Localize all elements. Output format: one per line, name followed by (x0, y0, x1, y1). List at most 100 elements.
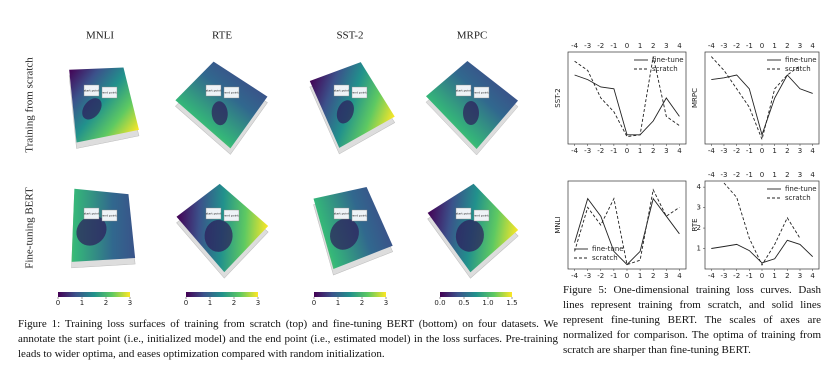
x-tick-label: -1 (610, 272, 617, 280)
x-tick-label: 0 (760, 147, 764, 155)
annotation-box (205, 207, 222, 220)
legend-label: fine-tune (592, 245, 624, 253)
surface-basin (76, 215, 107, 246)
colorbar-tick-label: 1 (80, 299, 84, 307)
x-tick-label-top: -1 (746, 171, 753, 179)
x-tick-label-top: 3 (798, 42, 802, 50)
colorbar-tick-label: 0 (312, 299, 316, 307)
x-tick-label-top: 1 (772, 42, 776, 50)
legend-label: scratch (592, 254, 618, 262)
colorbar-tick-label: 1.0 (482, 299, 493, 307)
colorbar-tick-label: 0.5 (458, 299, 469, 307)
x-tick-label-top: 1 (638, 42, 642, 50)
x-tick-label: -4 (708, 272, 716, 280)
legend-label: fine-tune (652, 56, 684, 64)
colorbar (58, 292, 130, 297)
surface-basin (82, 98, 102, 120)
figure-1: MNLI RTE SST-2 MRPC Training from scratch Fin… (24, 30, 519, 307)
x-tick-label-top: 3 (798, 171, 802, 179)
y-axis-label: SST-2 (554, 88, 562, 108)
fine-tune-line (574, 197, 680, 266)
annotation-box (333, 207, 350, 220)
x-tick-label-top: -1 (610, 42, 617, 50)
annotation-box (101, 209, 118, 222)
x-tick-label: -2 (733, 147, 740, 155)
annotation-box (351, 86, 368, 99)
x-tick-label-top: -1 (746, 42, 753, 50)
surface-basin (211, 101, 228, 126)
annotation-box (351, 209, 368, 222)
surface-basin (204, 219, 233, 252)
loss-surface: start point end point (309, 62, 396, 155)
legend-label: fine-tune (785, 56, 817, 64)
annotation-box (223, 209, 240, 222)
x-tick-label: -3 (721, 272, 728, 280)
fine-tune-line (711, 74, 813, 137)
loss-surface: start point end point (427, 183, 519, 279)
x-tick-label: -1 (746, 272, 753, 280)
annotation-box (101, 86, 118, 99)
annotation-box (223, 86, 240, 99)
annotation: start point (456, 89, 472, 93)
surface-basin (336, 100, 354, 124)
x-tick-label-top: 0 (625, 42, 629, 50)
x-tick-label-top: -2 (733, 42, 740, 50)
x-tick-label: 1 (772, 147, 776, 155)
x-tick-label-top: -3 (584, 42, 591, 50)
x-tick-label: -4 (571, 147, 579, 155)
x-tick-label: 3 (798, 272, 802, 280)
colorbar-tick-label: 1 (336, 299, 340, 307)
colorbar-tick-label: 2 (360, 299, 364, 307)
x-tick-label-top: -4 (571, 42, 579, 50)
loss-surface: start point end point (175, 61, 268, 155)
colorbar-tick-label: 1 (208, 299, 212, 307)
scratch-line (723, 182, 801, 266)
annotation-box (83, 84, 100, 97)
annotation: start point (84, 89, 100, 93)
y-axis-label: MNLI (554, 216, 562, 233)
x-tick-label: 0 (625, 147, 629, 155)
x-tick-label-top: 3 (664, 42, 668, 50)
annotation: start point (334, 89, 350, 93)
annotation: end point (474, 91, 489, 95)
loss-surface: start point end point (176, 183, 269, 279)
annotation: start point (206, 89, 222, 93)
annotation: end point (474, 214, 489, 218)
x-tick-label: 2 (651, 272, 655, 280)
x-tick-label: 0 (760, 272, 764, 280)
x-tick-label-top: 2 (651, 42, 655, 50)
row-label: Fine-tuning BERT (24, 187, 36, 269)
loss-surface: start point end point (71, 188, 136, 269)
x-tick-label-top: 4 (810, 171, 815, 179)
x-tick-label-top: 0 (760, 42, 764, 50)
annotation: end point (224, 91, 239, 95)
x-tick-label: 1 (772, 272, 776, 280)
annotation: start point (456, 212, 472, 216)
column-title: MRPC (457, 30, 488, 42)
x-tick-label-top: -3 (721, 171, 728, 179)
loss-surface: start point end point (313, 186, 394, 276)
x-tick-label: -2 (597, 147, 604, 155)
surface-basin (463, 101, 479, 125)
x-tick-label: 2 (785, 147, 789, 155)
x-tick-label-top: 0 (760, 171, 764, 179)
legend-label: scratch (785, 65, 811, 73)
surface-basin (330, 218, 359, 250)
x-tick-label-top: 2 (785, 42, 789, 50)
colorbar (440, 292, 512, 297)
x-tick-label: -1 (610, 147, 617, 155)
x-tick-label-top: 1 (772, 171, 776, 179)
x-tick-label-top: 4 (810, 42, 815, 50)
figure-5: SST-2-4-4-3-3-2-2-1-10011223344fine-tune… (554, 42, 820, 280)
x-tick-label: 2 (785, 272, 789, 280)
x-tick-label: 2 (651, 147, 655, 155)
colorbar-tick-label: 1.5 (506, 299, 517, 307)
colorbar-tick-label: 0.0 (434, 299, 445, 307)
legend-label: fine-tune (785, 185, 817, 193)
y-axis-label: MRPC (691, 88, 699, 108)
scratch-line (574, 188, 680, 266)
x-tick-label: 1 (638, 272, 642, 280)
surface-basin (455, 219, 484, 252)
x-tick-label-top: -4 (708, 42, 716, 50)
colorbar-tick-label: 3 (256, 299, 260, 307)
